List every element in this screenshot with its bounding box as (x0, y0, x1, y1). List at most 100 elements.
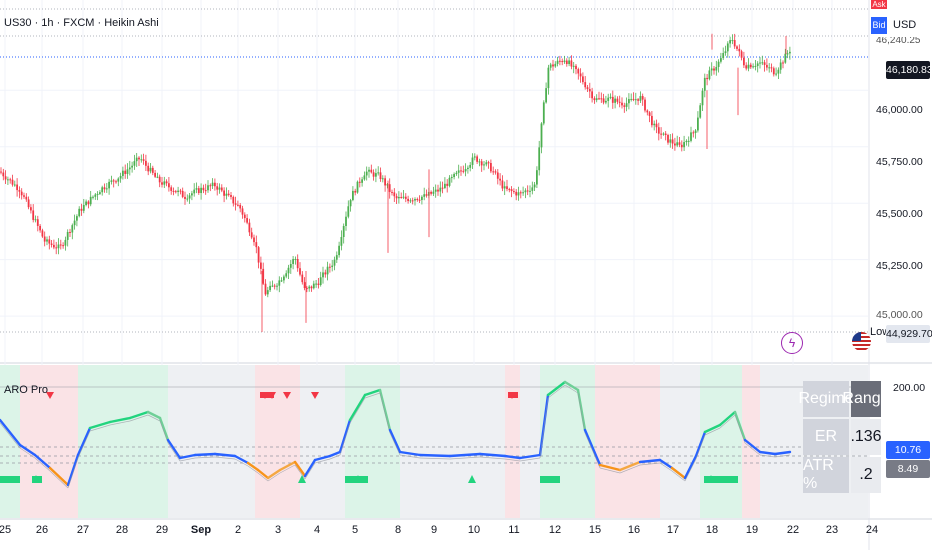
oscillator-segment (33, 453, 52, 470)
price-tick: 45,500.00 (876, 208, 923, 220)
oscillator-signal (379, 392, 391, 434)
candle-body (89, 196, 92, 205)
lightning-icon[interactable]: ϟ (781, 332, 803, 354)
oscillator-signal (539, 397, 549, 459)
candle-body (375, 173, 377, 177)
time-tick: 3 (274, 524, 282, 536)
ask-button[interactable]: Ask (871, 0, 887, 9)
candle-body (499, 178, 501, 181)
candle-body (260, 262, 262, 269)
oscillator-segment (0, 418, 22, 447)
oscillator-signal (695, 434, 706, 460)
oscillator-signal (314, 458, 331, 464)
oscillator-signal (294, 464, 306, 480)
candle-body (425, 194, 428, 196)
candle-body (85, 201, 87, 206)
candle-body (591, 91, 593, 99)
oscillator-signal (759, 454, 776, 458)
candle-body (55, 247, 58, 249)
candle-body (310, 286, 313, 289)
regime-band-trend (345, 365, 400, 518)
candle-body (570, 60, 573, 67)
oscillator-segment (418, 453, 452, 458)
candle-body (469, 164, 472, 168)
candle-body (340, 237, 343, 246)
sell-marker (311, 392, 319, 399)
candle-body (188, 195, 191, 199)
oscillator-signal (684, 458, 697, 482)
oscillator-signal (719, 414, 736, 429)
candle-body (480, 161, 483, 166)
oscillator-signal (479, 456, 506, 460)
buy-marker (707, 475, 715, 483)
candle-body (779, 62, 782, 70)
oscillator (0, 380, 792, 489)
oscillator-signal (267, 472, 281, 482)
candle-body (271, 285, 274, 287)
candle-body (262, 268, 265, 284)
candle-body (384, 178, 386, 186)
candle-body (191, 193, 193, 196)
candle-body (276, 285, 278, 287)
candle-body (349, 200, 352, 207)
candle-body (124, 170, 127, 174)
candle-body (565, 60, 568, 65)
candle-body (713, 68, 715, 71)
oscillator-signal (547, 384, 566, 399)
candle-body (211, 182, 214, 186)
candle-body (690, 132, 692, 141)
candle-body (745, 65, 748, 69)
candle-body (545, 88, 547, 103)
candle-body (48, 239, 51, 244)
candle-body (312, 283, 315, 289)
candle-body (607, 97, 610, 101)
candle-body (317, 283, 320, 285)
er-value: .136 (850, 419, 882, 455)
oscillator-segment (166, 438, 182, 460)
candle-body (299, 268, 301, 275)
indicator-title[interactable]: ARO Pro (4, 384, 49, 396)
oscillator-segment (388, 428, 402, 454)
atr-label: ATR % (803, 457, 849, 493)
regime-value: Range (842, 381, 890, 417)
oscillator-signal (167, 442, 181, 462)
atr-value: .2 (851, 457, 881, 493)
candle-body (195, 188, 198, 190)
indicator-value-gray: 8.49 (886, 460, 930, 478)
bid-button[interactable]: Bid (871, 17, 887, 34)
candle-body (386, 184, 389, 186)
us-flag-icon[interactable] (852, 332, 871, 351)
candle-body (294, 258, 297, 260)
candle-body (142, 159, 145, 161)
candle-body (391, 191, 393, 193)
candle-body (131, 165, 133, 168)
time-tick: 26 (35, 524, 49, 536)
candle-body (747, 64, 750, 69)
oscillator-segment (743, 438, 762, 454)
candle-body (418, 199, 421, 201)
candle-body (563, 60, 566, 62)
oscillator-signal (49, 470, 69, 489)
buy-marker (298, 475, 306, 483)
candle-body (255, 242, 258, 248)
oscillator-signal (0, 422, 21, 449)
candle-body (99, 192, 101, 194)
candle-body (450, 177, 453, 179)
candle-body (62, 245, 64, 247)
candle-body (379, 172, 382, 180)
time-tick: 4 (313, 524, 321, 536)
candle-body (483, 164, 485, 166)
candle-body (158, 176, 161, 183)
candle-body (289, 263, 292, 268)
candle-body (575, 65, 577, 70)
candle-body (4, 176, 7, 180)
candle-body (625, 103, 628, 107)
candle-body (230, 195, 232, 197)
candle-body (73, 220, 76, 226)
candle-body (13, 184, 16, 186)
oscillator-segment (328, 450, 342, 458)
buy-marker (354, 475, 362, 483)
candle-body (269, 285, 271, 291)
